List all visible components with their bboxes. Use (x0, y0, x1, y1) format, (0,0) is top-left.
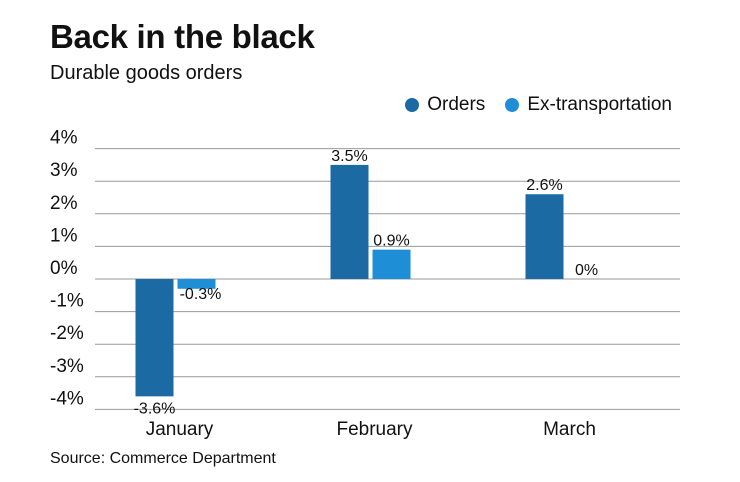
x-tick-label: February (336, 419, 413, 440)
data-label: 0.9% (373, 233, 409, 250)
data-label: 3.5% (331, 148, 367, 165)
data-label: -0.3% (180, 286, 222, 303)
chart-title: Back in the black (50, 18, 315, 55)
y-tick-label: -4% (50, 388, 84, 409)
legend-label-ex-transportation: Ex-transportation (527, 94, 672, 115)
legend-swatch-ex-transportation (505, 98, 520, 112)
legend-item-ex-transportation: Ex-transportation (505, 94, 672, 116)
y-tick-label: -3% (50, 356, 84, 377)
y-tick-label: 0% (50, 258, 78, 279)
chart-subtitle: Durable goods orders (50, 62, 243, 84)
bar-orders-march (525, 194, 564, 279)
data-label: -3.6% (134, 400, 176, 417)
bar-ex-transportation-february (372, 249, 411, 279)
legend-swatch-orders (405, 98, 420, 112)
legend: Orders Ex-transportation (405, 94, 672, 116)
x-tick-label: March (543, 419, 596, 440)
bar-ex-transportation-january (177, 279, 216, 289)
x-tick-label: January (146, 419, 214, 440)
data-label: 2.6% (526, 177, 562, 194)
y-tick-label: 4% (50, 128, 78, 149)
legend-label-orders: Orders (427, 94, 486, 115)
y-tick-label: 1% (50, 225, 78, 246)
data-label: 0% (575, 262, 598, 279)
bar-orders-february (330, 164, 369, 279)
legend-item-orders: Orders (405, 94, 485, 116)
y-tick-label: 3% (50, 160, 78, 181)
y-tick-label: -2% (50, 323, 84, 344)
y-tick-label: 2% (50, 193, 78, 214)
source-note: Source: Commerce Department (50, 450, 276, 467)
y-tick-label: -1% (50, 291, 84, 312)
bar-orders-january (135, 279, 174, 397)
